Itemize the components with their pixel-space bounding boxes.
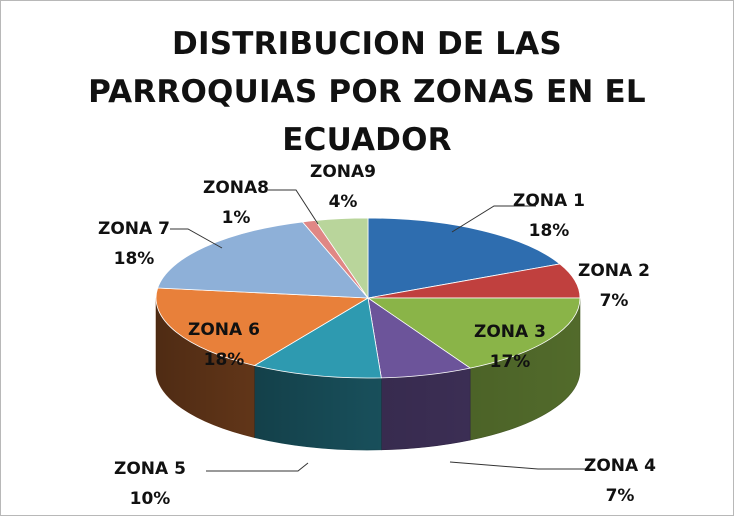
pie-tops bbox=[155, 217, 581, 379]
data-label-name: ZONA 5 bbox=[114, 459, 186, 479]
data-label-percent: 17% bbox=[490, 352, 531, 372]
data-label-name: ZONA 7 bbox=[98, 219, 170, 239]
data-label-percent: 7% bbox=[600, 291, 629, 311]
data-label-name: ZONA8 bbox=[203, 178, 269, 198]
pie-leader-lines bbox=[170, 189, 590, 472]
data-label-zona-6: ZONA 6 18% bbox=[188, 320, 260, 370]
data-label-name: ZONA 6 bbox=[188, 320, 260, 340]
pie-labels: ZONA 1 18% ZONA 2 7% ZONA 3 17% ZONA 4 7% ZONA 5… bbox=[98, 162, 656, 509]
data-label-percent: 10% bbox=[130, 489, 171, 509]
data-label-percent: 18% bbox=[529, 221, 570, 241]
pie-slice-zona-1 bbox=[367, 217, 561, 299]
pie-slice-zona-5 bbox=[253, 297, 382, 379]
data-label-name: ZONA 2 bbox=[578, 261, 650, 281]
data-label-zona-4: ZONA 4 7% bbox=[584, 456, 656, 506]
data-label-name: ZONA 3 bbox=[474, 322, 546, 342]
data-label-zona-5: ZONA 5 10% bbox=[114, 459, 186, 509]
leader-line-zona-4 bbox=[449, 461, 590, 470]
data-label-percent: 4% bbox=[329, 192, 358, 212]
leader-line-zona-1 bbox=[451, 205, 536, 233]
leader-line-zona-7 bbox=[170, 228, 223, 249]
data-label-percent: 18% bbox=[114, 249, 155, 269]
data-label-zona-7: ZONA 7 18% bbox=[98, 219, 170, 269]
chart-title-line-1: DISTRIBUCION DE LAS bbox=[172, 26, 562, 62]
leader-line-zona-5 bbox=[206, 462, 309, 472]
data-label-zona9: ZONA9 4% bbox=[310, 162, 376, 212]
pie-side-shading bbox=[156, 298, 580, 450]
data-label-zona8: ZONA8 1% bbox=[203, 178, 269, 228]
leader-line-zona8 bbox=[268, 189, 319, 225]
chart-title-line-2: PARROQUIAS POR ZONAS EN EL bbox=[88, 74, 646, 110]
data-label-name: ZONA 4 bbox=[584, 456, 656, 476]
data-label-zona-1: ZONA 1 18% bbox=[513, 191, 585, 241]
pie-slice-zona-7 bbox=[157, 221, 369, 299]
data-label-zona-3: ZONA 3 17% bbox=[474, 322, 546, 372]
data-label-name: ZONA9 bbox=[310, 162, 376, 182]
data-label-percent: 1% bbox=[222, 208, 251, 228]
pie-sides bbox=[155, 297, 581, 451]
data-label-name: ZONA 1 bbox=[513, 191, 585, 211]
chart-title-line-3: ECUADOR bbox=[282, 122, 452, 158]
data-label-zona-2: ZONA 2 7% bbox=[578, 261, 650, 311]
data-label-percent: 7% bbox=[606, 486, 635, 506]
chart-title: DISTRIBUCION DE LAS PARROQUIAS POR ZONAS… bbox=[70, 20, 664, 164]
data-label-percent: 18% bbox=[204, 350, 245, 370]
pie-slice-zona-3 bbox=[366, 297, 581, 369]
pie-slice-zona-6 bbox=[155, 287, 370, 366]
